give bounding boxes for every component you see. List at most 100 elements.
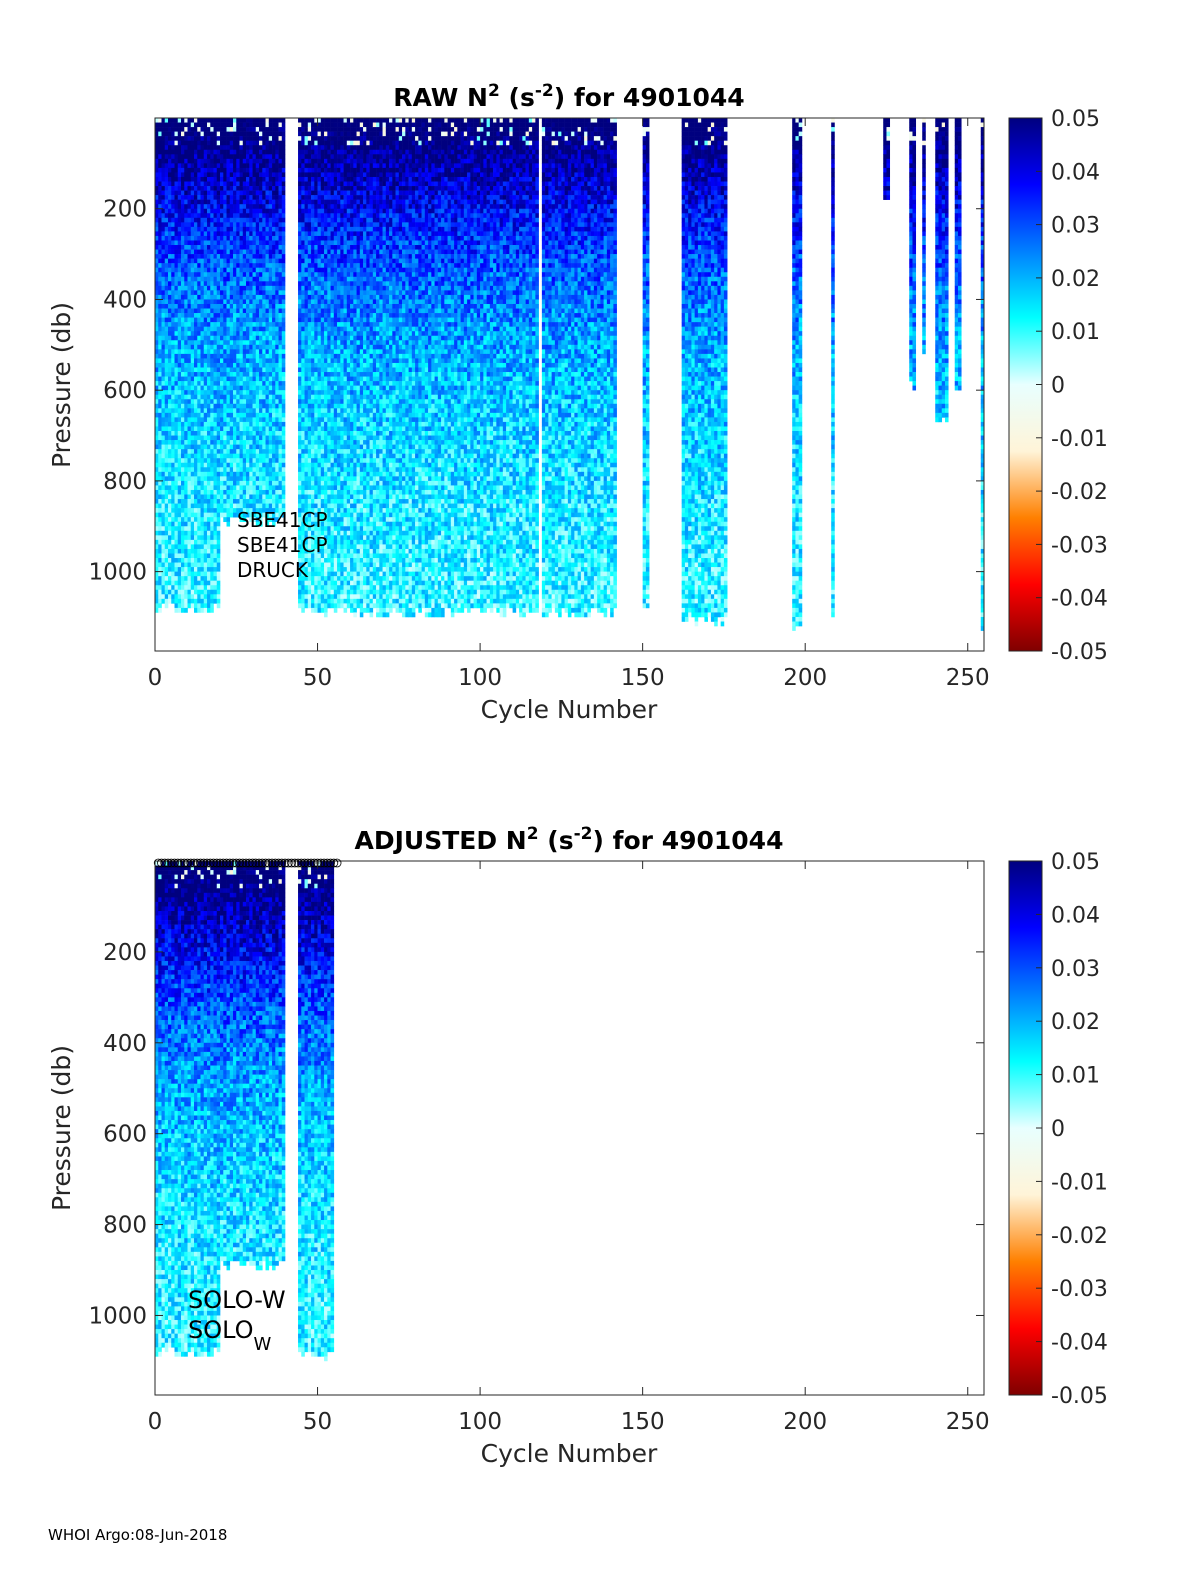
- heatmap-cell: [230, 213, 234, 218]
- heatmap-cell: [220, 381, 224, 386]
- heatmap-cell: [162, 454, 166, 459]
- heatmap-cell: [298, 123, 302, 128]
- heatmap-cell: [171, 513, 175, 518]
- heatmap-cell: [184, 204, 188, 209]
- heatmap-cell: [168, 290, 172, 295]
- heatmap-cell: [256, 123, 260, 128]
- heatmap-cell: [298, 191, 302, 196]
- heatmap-cell: [249, 236, 253, 241]
- heatmap-cell: [298, 186, 302, 191]
- heatmap-cell: [253, 182, 257, 187]
- heatmap-cell: [236, 395, 240, 400]
- heatmap-cell: [259, 395, 263, 400]
- heatmap-cell: [253, 340, 257, 345]
- heatmap-cell: [253, 404, 257, 409]
- heatmap-cell: [197, 395, 201, 400]
- heatmap-cell: [155, 377, 159, 382]
- heatmap-cell: [162, 522, 166, 527]
- heatmap-cell: [227, 340, 231, 345]
- heatmap-cell: [194, 531, 198, 536]
- heatmap-cell: [168, 163, 172, 168]
- heatmap-cell: [214, 172, 218, 177]
- heatmap-cell: [201, 454, 205, 459]
- heatmap-cell: [162, 318, 166, 323]
- heatmap-cell: [175, 517, 179, 522]
- heatmap-cell: [201, 567, 205, 572]
- heatmap-cell: [272, 349, 276, 354]
- heatmap-cell: [194, 340, 198, 345]
- heatmap-cell: [240, 213, 244, 218]
- heatmap-cell: [175, 127, 179, 132]
- heatmap-cell: [158, 191, 162, 196]
- heatmap-cell: [230, 381, 234, 386]
- heatmap-cell: [243, 227, 247, 232]
- heatmap-cell: [217, 386, 221, 391]
- heatmap-cell: [230, 372, 234, 377]
- heatmap-cell: [158, 118, 162, 123]
- heatmap-cell: [207, 558, 211, 563]
- heatmap-cell: [272, 186, 276, 191]
- heatmap-cell: [233, 436, 237, 441]
- heatmap-cell: [223, 431, 227, 436]
- heatmap-cell: [269, 204, 273, 209]
- heatmap-cell: [155, 563, 159, 568]
- heatmap-cell: [266, 290, 270, 295]
- heatmap-cell: [171, 172, 175, 177]
- heatmap-cell: [188, 204, 192, 209]
- heatmap-cell: [178, 195, 182, 200]
- heatmap-cell: [210, 299, 214, 304]
- heatmap-cell: [272, 390, 276, 395]
- heatmap-cell: [188, 372, 192, 377]
- heatmap-cell: [240, 204, 244, 209]
- heatmap-cell: [230, 263, 234, 268]
- heatmap-cell: [191, 553, 195, 558]
- heatmap-cell: [188, 581, 192, 586]
- heatmap-cell: [194, 150, 198, 155]
- heatmap-cell: [194, 318, 198, 323]
- heatmap-cell: [236, 163, 240, 168]
- heatmap-cell: [204, 436, 208, 441]
- heatmap-cell: [298, 240, 302, 245]
- heatmap-cell: [275, 245, 279, 250]
- heatmap-cell: [279, 150, 283, 155]
- heatmap-cell: [162, 304, 166, 309]
- heatmap-cell: [243, 318, 247, 323]
- heatmap-cell: [168, 309, 172, 314]
- heatmap-cell: [236, 277, 240, 282]
- heatmap-cell: [184, 218, 188, 223]
- heatmap-cell: [246, 150, 250, 155]
- heatmap-cell: [168, 386, 172, 391]
- heatmap-cell: [249, 495, 253, 500]
- heatmap-cell: [181, 182, 185, 187]
- heatmap-cell: [269, 367, 273, 372]
- heatmap-cell: [162, 263, 166, 268]
- heatmap-cell: [233, 132, 237, 137]
- heatmap-cell: [210, 218, 214, 223]
- heatmap-cell: [279, 331, 283, 336]
- heatmap-cell: [279, 259, 283, 264]
- heatmap-cell: [184, 476, 188, 481]
- heatmap-cell: [188, 386, 192, 391]
- heatmap-cell: [191, 127, 195, 132]
- heatmap-cell: [204, 490, 208, 495]
- heatmap-cell: [171, 263, 175, 268]
- heatmap-cell: [210, 313, 214, 318]
- heatmap-cell: [282, 132, 286, 137]
- heatmap-cell: [210, 608, 214, 613]
- heatmap-cell: [175, 154, 179, 159]
- heatmap-cell: [197, 172, 201, 177]
- heatmap-cell: [253, 168, 257, 173]
- heatmap-cell: [210, 322, 214, 327]
- heatmap-cell: [184, 563, 188, 568]
- heatmap-cell: [175, 531, 179, 536]
- heatmap-cell: [223, 150, 227, 155]
- heatmap-cell: [171, 177, 175, 182]
- heatmap-cell: [272, 413, 276, 418]
- heatmap-cell: [256, 345, 260, 350]
- heatmap-cell: [272, 218, 276, 223]
- heatmap-cell: [194, 145, 198, 150]
- heatmap-cell: [214, 381, 218, 386]
- heatmap-cell: [236, 345, 240, 350]
- heatmap-cell: [184, 145, 188, 150]
- heatmap-cell: [188, 132, 192, 137]
